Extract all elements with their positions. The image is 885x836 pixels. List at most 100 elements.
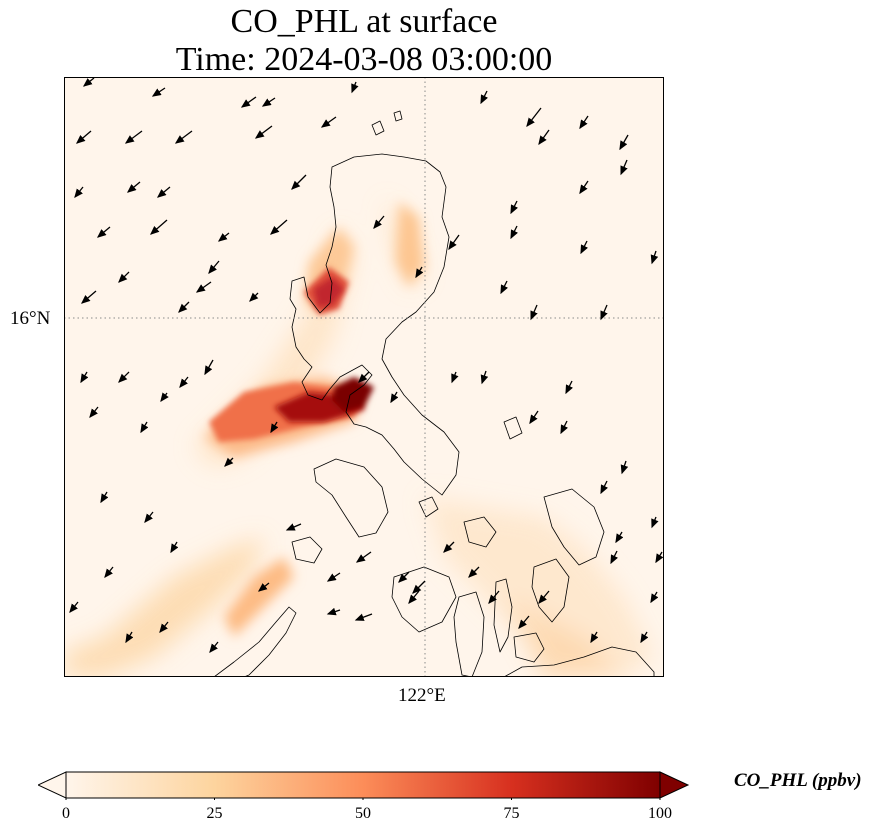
mindoro-coastline	[313, 458, 389, 538]
colorbar-tickmarks	[65, 798, 661, 800]
wind-arrow	[104, 566, 114, 579]
mindanao-coastline	[503, 646, 655, 677]
wind-arrow	[510, 225, 518, 240]
wind-arrow	[179, 376, 189, 389]
colorbar-extend-min	[38, 771, 67, 799]
marinduque-coastline	[418, 496, 439, 518]
wind-arrow	[651, 516, 659, 529]
wind-arrow	[326, 572, 341, 582]
map-title-line1: CO_PHL at surface	[230, 3, 498, 40]
wind-arrow	[140, 421, 149, 434]
map-frame	[64, 77, 664, 677]
wind-arrow	[620, 159, 628, 176]
wind-arrow	[100, 491, 109, 504]
wind-arrow	[270, 421, 279, 434]
colorbar-tick-50: 50	[355, 805, 371, 822]
wind-arrow	[240, 96, 257, 108]
wind-arrow	[80, 371, 89, 384]
wind-arrow	[320, 116, 337, 128]
wind-arrow	[291, 174, 307, 190]
wind-arrow	[510, 200, 518, 215]
colorbar-tick-0: 0	[62, 805, 70, 822]
wind-arrow	[500, 280, 508, 295]
latitude-tick-label: 16°N	[10, 308, 51, 329]
wind-arrow	[254, 125, 273, 139]
wind-arrow	[209, 641, 219, 654]
cebu-coastline	[493, 578, 513, 653]
wind-arrow	[261, 97, 276, 107]
wind-arrow	[408, 590, 420, 604]
wind-arrow	[518, 615, 530, 629]
wind-arrow	[560, 420, 568, 435]
wind-arrow	[579, 180, 589, 195]
wind-arrow	[358, 371, 370, 383]
wind-arrow	[526, 107, 542, 128]
colorbar-label: CO_PHL (ppbv)	[734, 770, 862, 791]
wind-arrow	[127, 181, 141, 193]
wind-arrow	[451, 371, 459, 384]
wind-arrow	[488, 590, 500, 604]
wind-arrow	[160, 392, 169, 403]
wind-arrow	[390, 391, 399, 404]
wind-arrow	[443, 541, 455, 553]
wind-arrow	[69, 601, 79, 614]
palawan-coastline	[213, 606, 297, 677]
wind-arrow	[285, 523, 302, 531]
masbate-coastline	[463, 516, 497, 548]
wind-arrow	[89, 406, 99, 419]
wind-arrow	[82, 77, 95, 87]
wind-arrow	[118, 271, 130, 283]
wind-arrow	[354, 613, 373, 621]
wind-arrow	[157, 186, 171, 198]
wind-arrow	[249, 292, 259, 302]
map-panel	[64, 77, 664, 677]
wind-arrow	[398, 571, 410, 583]
wind-arrow	[81, 290, 97, 304]
wind-arrow	[620, 460, 629, 475]
wind-arrow	[530, 304, 538, 321]
wind-arrow	[580, 240, 588, 255]
wind-arrow	[610, 550, 618, 565]
calamian-islands-coastline	[291, 536, 323, 564]
negros-coastline	[453, 591, 485, 677]
wind-arrow	[208, 260, 220, 274]
wind-arrow	[412, 580, 426, 594]
wind-arrow	[650, 250, 659, 265]
wind-arrow	[74, 186, 84, 199]
wind-arrow	[538, 590, 550, 604]
wind-arrow	[529, 410, 539, 425]
catanduanes-coastline	[503, 416, 523, 440]
longitude-tick-label: 122°E	[398, 685, 446, 706]
wind-arrow	[565, 380, 573, 395]
wind-arrow	[257, 582, 270, 592]
wind-arrow	[480, 90, 488, 105]
panay-coastline	[391, 566, 457, 633]
wind-arrow	[97, 226, 111, 238]
coastlines	[213, 110, 655, 677]
wind-arrow	[170, 541, 179, 554]
plume-very-high	[274, 277, 374, 422]
wind-arrow	[650, 591, 659, 604]
gridlines	[64, 77, 664, 677]
concentration-map	[64, 77, 664, 677]
wind-arrow	[118, 371, 130, 383]
wind-arrow	[195, 281, 212, 293]
wind-arrow	[178, 301, 190, 313]
wind-arrow	[655, 551, 664, 564]
wind-arrow	[150, 219, 168, 235]
wind-arrow	[538, 129, 550, 146]
wind-arrow	[326, 607, 341, 616]
wind-arrow	[204, 359, 214, 376]
wind-vectors	[69, 77, 664, 654]
wind-arrow	[600, 480, 608, 495]
colorbar-gradient	[66, 772, 660, 798]
wind-arrow	[151, 87, 166, 97]
wind-arrow	[351, 81, 359, 94]
bohol-coastline	[513, 632, 545, 663]
luzon-coastline	[289, 153, 460, 496]
wind-arrow	[224, 457, 234, 467]
wind-arrow	[590, 631, 599, 644]
babuyan-islands-coastline	[371, 110, 403, 136]
colorbar-tick-25: 25	[206, 805, 223, 822]
wind-arrow	[468, 566, 480, 578]
